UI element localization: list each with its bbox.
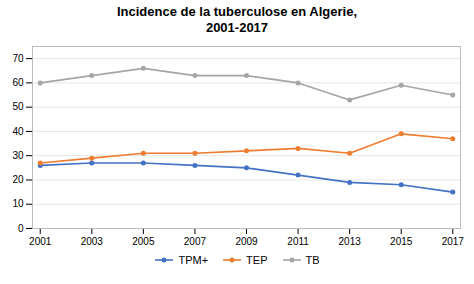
svg-text:60: 60	[12, 77, 24, 88]
svg-text:2003: 2003	[81, 236, 104, 247]
html-text:Incidence de la tuberculose en: Incidence de la tuberculose en Algerie, …	[117, 4, 357, 35]
svg-text:40: 40	[12, 126, 24, 137]
svg-text:2015: 2015	[390, 236, 413, 247]
svg-text:2013: 2013	[339, 236, 362, 247]
html-text:TB: TB	[305, 254, 320, 266]
svg-text:2005: 2005	[132, 236, 155, 247]
svg-text:10: 10	[12, 198, 24, 209]
html-text:TEP: TEP	[246, 254, 268, 266]
svg-text:50: 50	[12, 101, 24, 112]
svg-text:20: 20	[12, 174, 24, 185]
svg-text:30: 30	[12, 150, 24, 161]
svg-text:2011: 2011	[287, 236, 309, 247]
svg-text:2017: 2017	[442, 236, 465, 247]
svg-text:0: 0	[18, 223, 24, 234]
svg-text:2007: 2007	[184, 236, 207, 247]
svg-text:2009: 2009	[235, 236, 258, 247]
svg-text:2001: 2001	[29, 236, 52, 247]
svg-text:70: 70	[12, 53, 24, 64]
html-text:TPM+: TPM+	[178, 254, 209, 266]
